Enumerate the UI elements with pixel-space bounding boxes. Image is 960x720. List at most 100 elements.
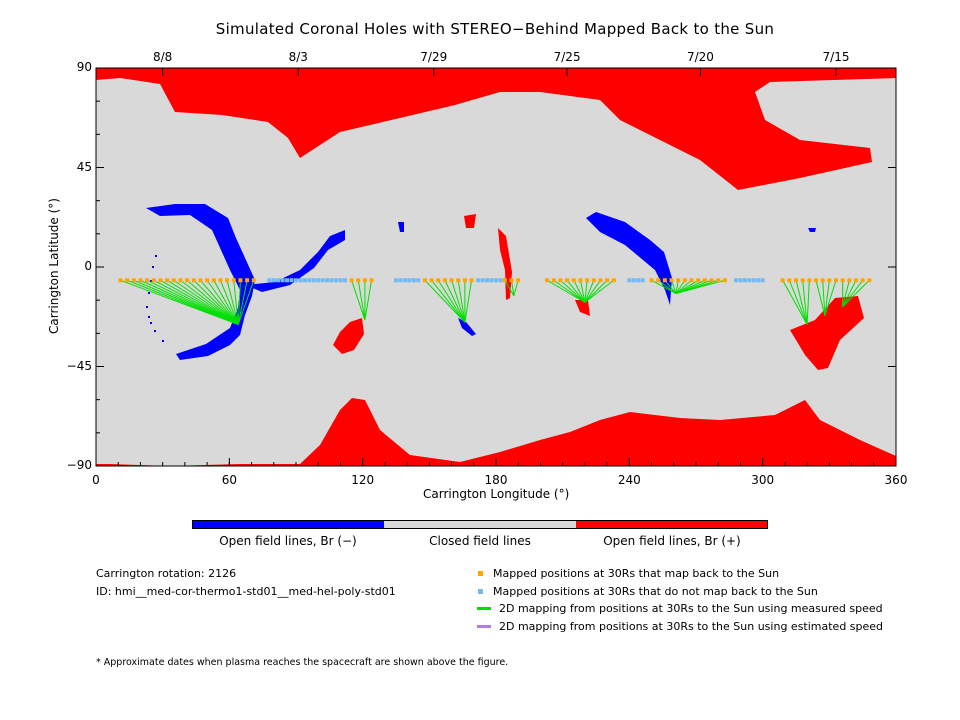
unmapped-marker — [320, 278, 325, 283]
mapped-marker — [422, 278, 427, 283]
mapping-line — [237, 280, 255, 325]
mapped-marker — [814, 278, 818, 283]
mapped-marker — [780, 278, 785, 283]
unmapped-marker — [338, 278, 343, 283]
mapped-marker — [211, 278, 216, 283]
mapping-line — [788, 280, 808, 325]
footnote: * Approximate dates when plasma reaches … — [96, 657, 509, 668]
mapped-marker — [178, 278, 183, 283]
mapping-line — [824, 280, 830, 316]
mapped-marker — [185, 278, 190, 283]
mapping-line — [675, 279, 686, 294]
mapping-line — [657, 279, 677, 294]
mapping-line — [573, 280, 586, 303]
unmapped-marker — [751, 278, 756, 283]
legend-label: 2D mapping from positions at 30Rs to the… — [499, 602, 883, 615]
unmapped-marker-swatch — [478, 589, 483, 594]
mapping-line — [675, 279, 726, 295]
mapping-line — [504, 280, 515, 296]
mapping-line — [675, 279, 692, 294]
mapping-line — [806, 280, 810, 325]
unmapped-marker — [734, 278, 738, 283]
crescent-negative-hole — [146, 204, 255, 360]
mapping-line — [584, 280, 595, 303]
mapping-line — [233, 280, 239, 325]
mapping-line — [675, 280, 679, 294]
mapped-marker — [125, 278, 130, 283]
mapped-marker — [585, 278, 590, 283]
mapped-marker — [578, 278, 583, 283]
mapping-line — [160, 279, 239, 325]
mapped-marker — [722, 278, 727, 283]
mapped-marker — [251, 278, 256, 283]
mapped-marker — [245, 278, 250, 283]
legend-label: Mapped positions at 30Rs that do not map… — [493, 585, 818, 598]
chart-title: Simulated Coronal Holes with STEREO−Behi… — [215, 20, 775, 38]
mapped-marker — [682, 278, 687, 283]
mapping-line — [822, 280, 826, 316]
mapped-marker — [551, 278, 556, 283]
mapped-marker — [225, 278, 230, 283]
unmapped-marker — [640, 278, 645, 283]
mapping-line — [553, 279, 586, 303]
mapping-line — [219, 280, 239, 325]
mapped-marker — [827, 278, 832, 283]
mapping-line — [437, 279, 466, 323]
unmapped-marker — [307, 278, 312, 283]
mapping-line — [802, 280, 808, 325]
negative-dot — [162, 340, 164, 342]
negative-hole-right — [586, 212, 672, 305]
y-tick-label: 45 — [76, 159, 92, 174]
negative-dot — [155, 255, 157, 257]
mapped-marker — [565, 278, 570, 283]
mapping-line — [464, 280, 473, 323]
mapping-line — [842, 280, 850, 307]
mapping-line — [664, 279, 677, 294]
unmapped-marker — [298, 278, 303, 283]
mapping-line — [237, 280, 241, 325]
unmapped-marker — [489, 278, 494, 283]
date-tick-label: 7/29 — [420, 50, 448, 64]
unmapped-marker — [267, 278, 272, 283]
negative-speck — [808, 228, 816, 232]
mapped-marker — [676, 278, 681, 283]
mapped-marker — [787, 278, 792, 283]
colorbar-label-positive: Open field lines, Br (+) — [603, 534, 741, 548]
mapped-marker — [840, 278, 845, 283]
mapped-marker — [469, 278, 474, 283]
mapping-line — [560, 279, 586, 303]
mapped-marker — [238, 278, 243, 283]
mapping-line — [206, 279, 239, 325]
unmapped-marker — [631, 278, 636, 283]
mapped-marker — [611, 278, 616, 283]
mapped-marker — [860, 278, 865, 283]
colorbar-label-closed: Closed field lines — [429, 534, 531, 548]
mapped-marker — [571, 278, 576, 283]
colorbar — [192, 520, 768, 529]
mapping-line — [584, 279, 601, 303]
mapped-marker — [558, 278, 563, 283]
y-tick-label: 90 — [76, 60, 92, 74]
mapping-line — [166, 279, 239, 325]
unmapped-marker — [411, 278, 416, 283]
mapping-line — [511, 280, 515, 296]
y-tick-label: −90 — [66, 458, 92, 472]
negative-dot — [148, 316, 150, 318]
negative-dot — [150, 280, 152, 282]
mapped-marker — [442, 278, 447, 283]
unmapped-marker — [402, 278, 407, 283]
date-tick-label: 7/20 — [686, 50, 714, 64]
unmapped-marker — [416, 278, 421, 283]
colorbar-closed-segment — [384, 521, 576, 528]
mapping-line — [513, 280, 519, 296]
mapped-marker — [598, 278, 603, 283]
date-tick-label: 8/3 — [288, 50, 308, 64]
mapped-marker — [205, 278, 210, 283]
legend-label: Mapped positions at 30Rs that map back t… — [493, 567, 780, 580]
mapped-marker — [449, 278, 454, 283]
unmapped-marker — [398, 278, 403, 283]
mapping-line — [237, 280, 248, 325]
mapped-marker — [138, 278, 143, 283]
mapped-marker — [834, 278, 838, 283]
mapped-marker — [702, 278, 707, 283]
